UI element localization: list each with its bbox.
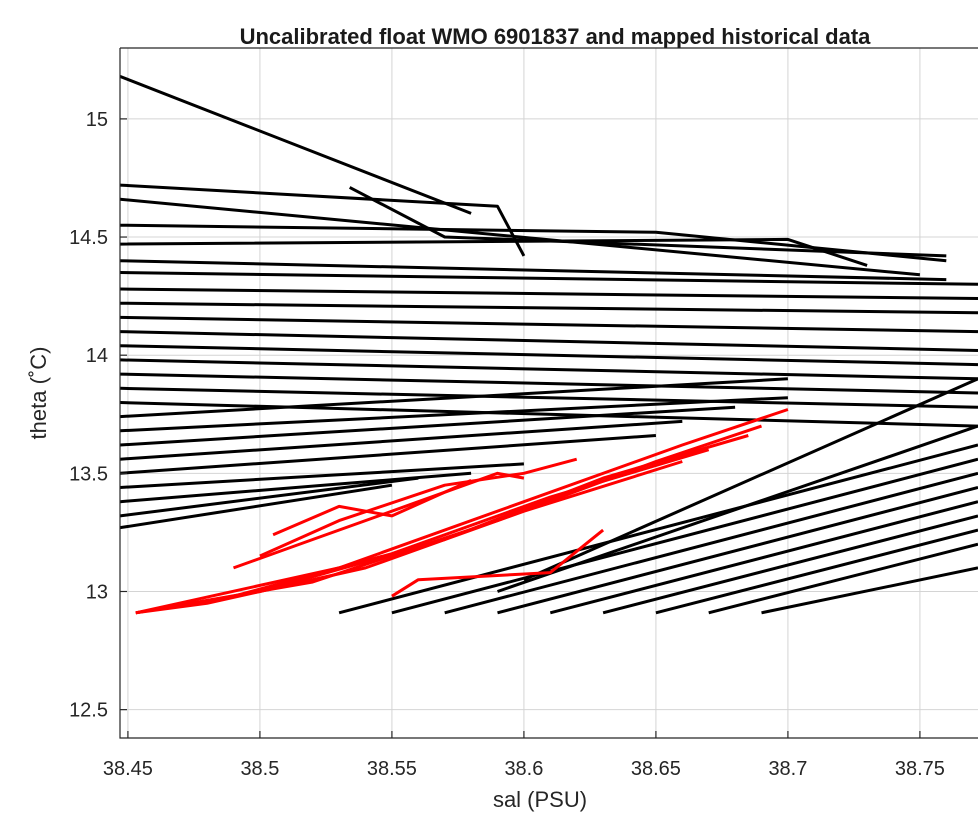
y-tick-label: 13.5 (69, 463, 108, 485)
series-line (602, 514, 978, 615)
chart-title: Uncalibrated float WMO 6901837 and mappe… (240, 24, 872, 49)
series-line (120, 405, 736, 447)
y-tick-label: 13 (86, 581, 108, 603)
series-line (549, 500, 978, 615)
series-line (120, 183, 526, 257)
series-line (120, 75, 472, 215)
y-axis-label: theta (˚C) (26, 347, 51, 440)
series-line (120, 315, 978, 334)
series-line (120, 462, 524, 489)
series-line (120, 483, 393, 530)
series-line (391, 528, 605, 598)
series-line (523, 377, 978, 582)
y-tick-label: 15 (86, 109, 108, 131)
historical-series (120, 75, 978, 615)
series-line (135, 460, 683, 615)
series-line (120, 476, 419, 518)
series-line (349, 186, 947, 258)
y-tick-label: 14.5 (69, 227, 108, 249)
series-line (120, 271, 978, 286)
plot-area (120, 75, 978, 615)
series-line (444, 471, 978, 615)
series-line (120, 386, 978, 409)
series-line (259, 457, 578, 558)
series-line (120, 197, 921, 277)
x-tick-label: 38.55 (367, 758, 417, 780)
x-tick-label: 38.75 (895, 758, 945, 780)
axes-frame (119, 48, 978, 739)
series-line (120, 419, 683, 461)
y-tick-label: 12.5 (69, 700, 108, 722)
series-line (120, 372, 978, 395)
series-line (120, 344, 978, 367)
series-line (708, 542, 978, 615)
series-line (120, 301, 978, 315)
x-tick-label: 38.6 (504, 758, 543, 780)
series-line (391, 457, 978, 615)
ticks: 38.45 38.5 38.55 38.6 38.65 38.7 38.75 12.5 13 13… (69, 109, 945, 780)
y-tick-label: 14 (86, 345, 108, 367)
x-tick-label: 38.5 (240, 758, 279, 780)
series-line (655, 528, 978, 615)
x-axis-label: sal (PSU) (493, 787, 587, 812)
series-line (497, 424, 978, 593)
series-line (120, 358, 978, 381)
series-line (135, 408, 789, 615)
series-line (120, 377, 788, 419)
series-line (120, 434, 657, 475)
float-series (135, 408, 789, 615)
series-line (120, 396, 788, 433)
series-line (497, 486, 978, 615)
gridlines (120, 48, 978, 738)
series-line (120, 287, 978, 300)
series-line (338, 443, 978, 615)
series-line (120, 237, 868, 267)
series-line (120, 330, 978, 352)
x-tick-label: 38.7 (768, 758, 807, 780)
series-line (135, 448, 710, 615)
series-line (120, 223, 947, 263)
series-line (120, 401, 978, 428)
x-tick-label: 38.65 (631, 758, 681, 780)
series-line (761, 566, 978, 615)
series-line (120, 259, 947, 282)
x-tick-label: 38.45 (103, 758, 153, 780)
